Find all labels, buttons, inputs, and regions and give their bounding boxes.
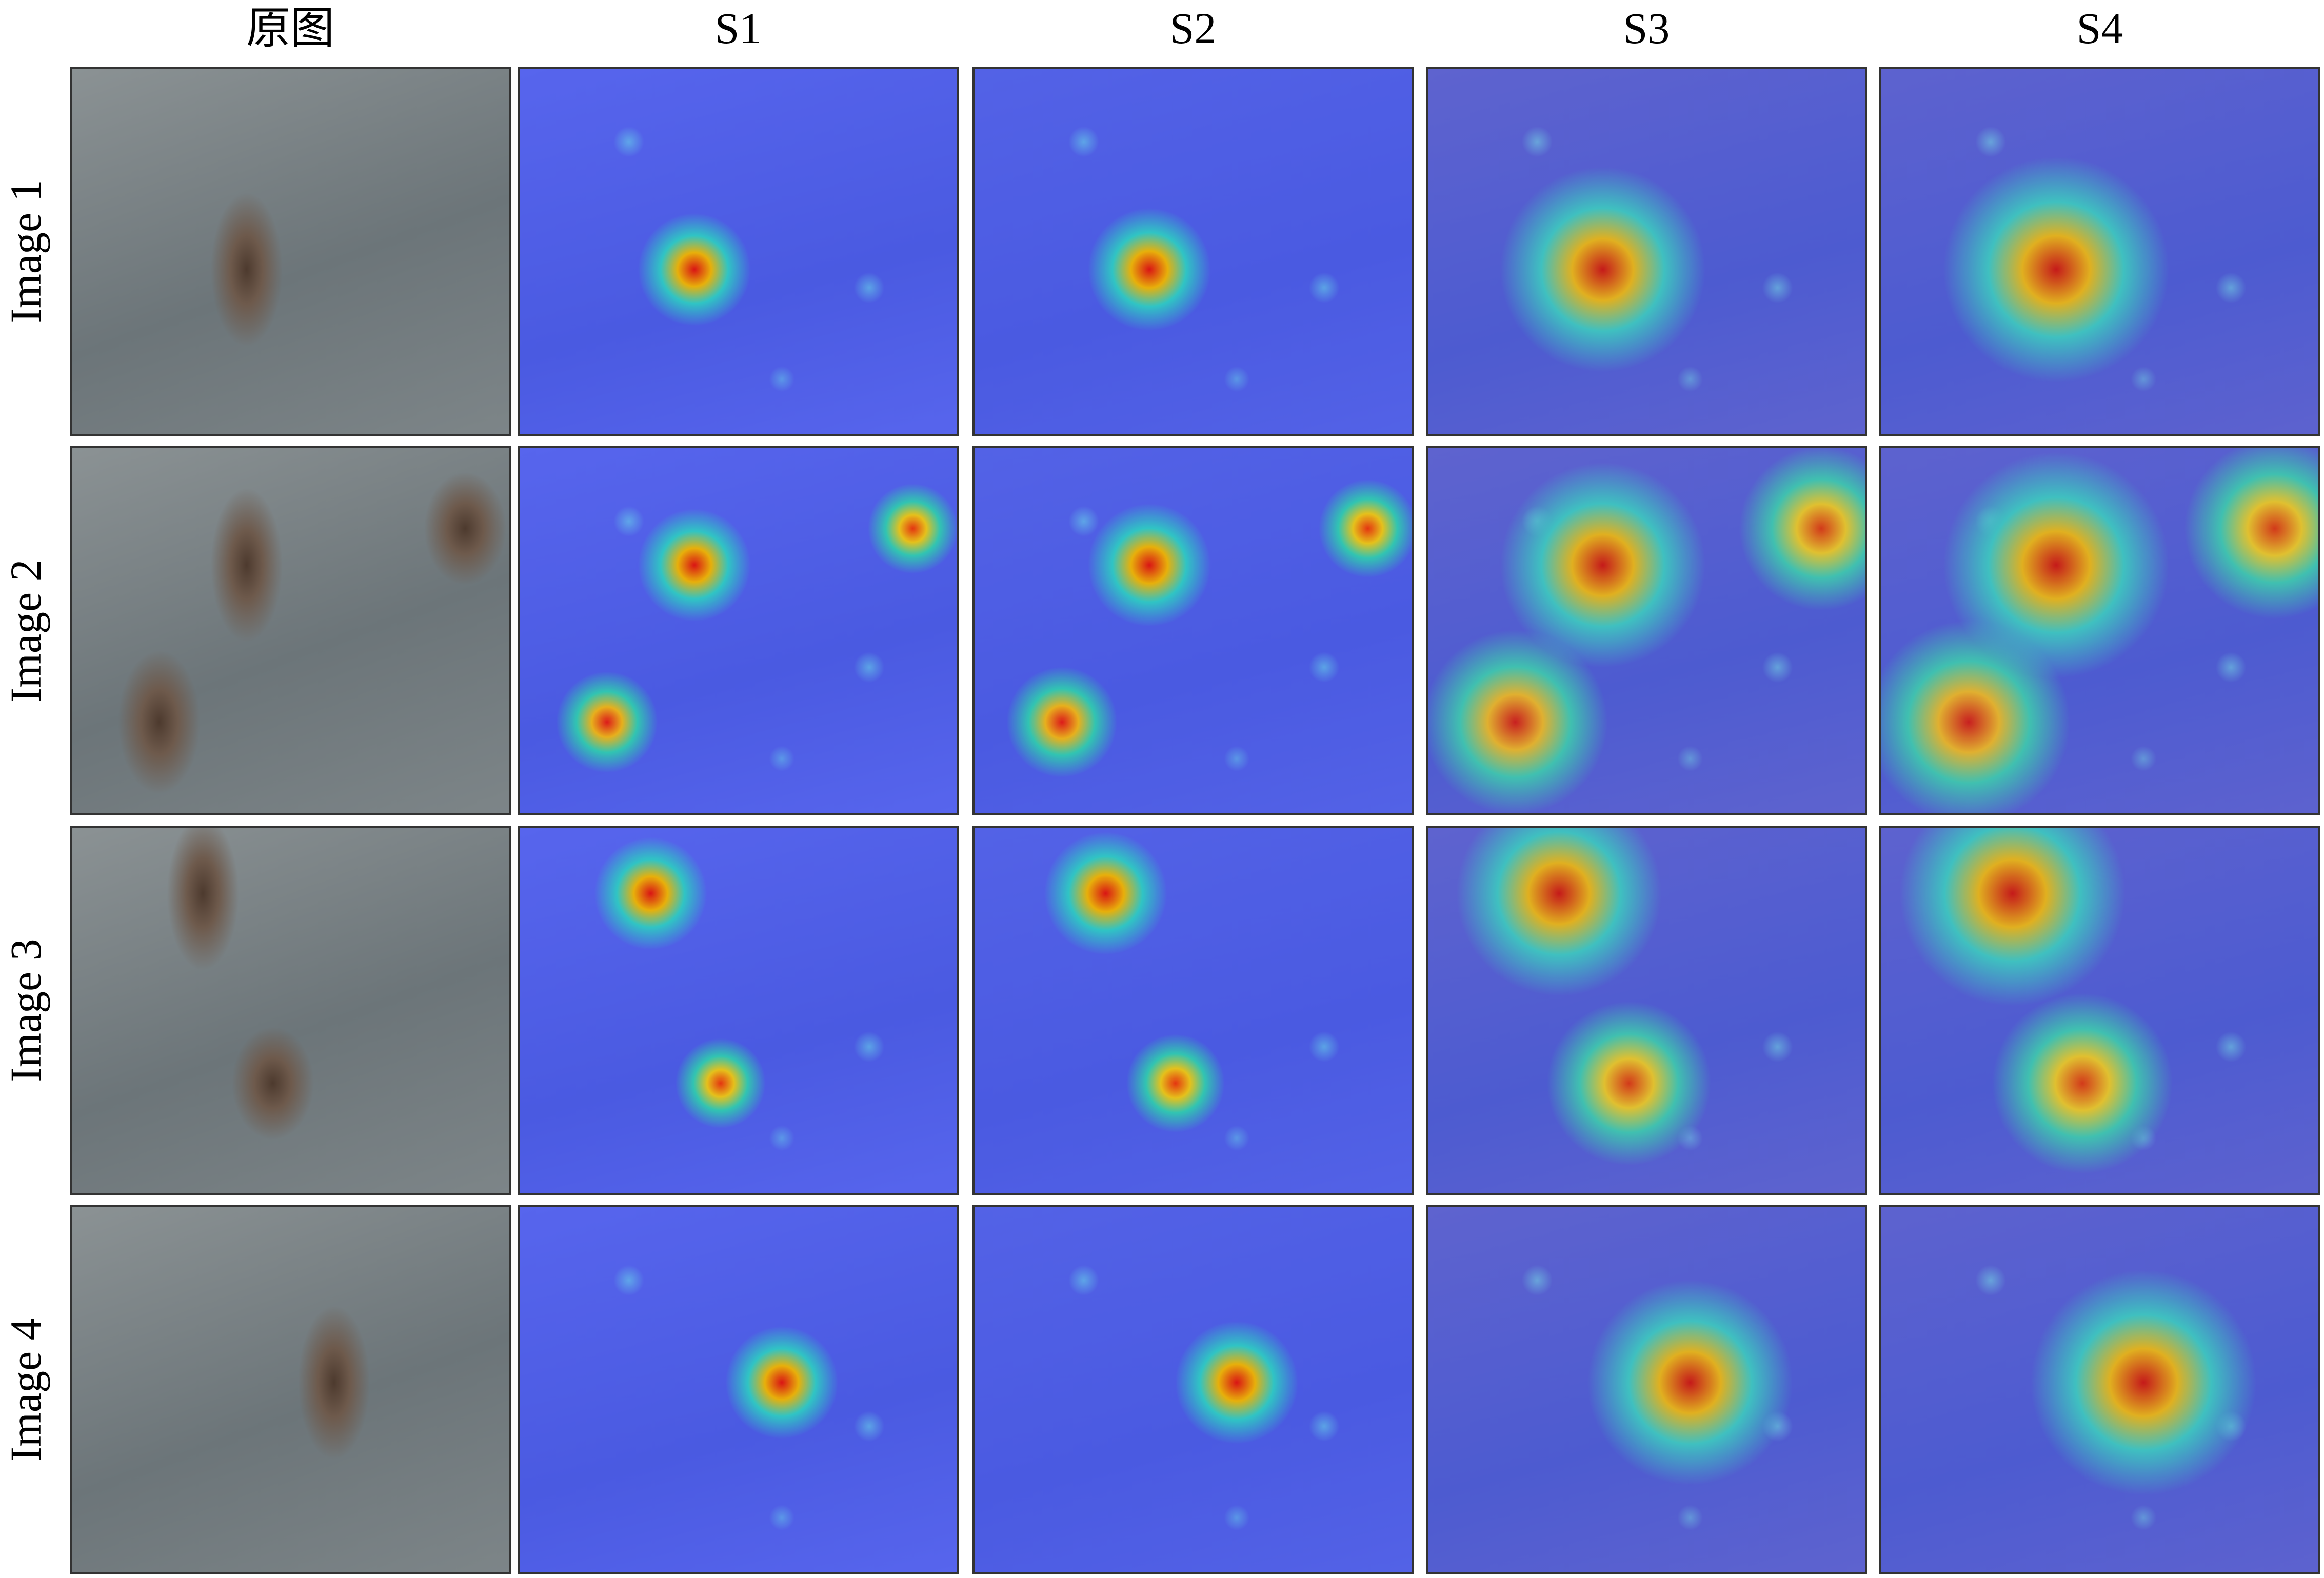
- row-label: Image 2: [1, 559, 50, 703]
- original-image: [70, 67, 511, 436]
- heatmap: [518, 1205, 959, 1574]
- heatmap: [972, 67, 1414, 436]
- heatmap: [1879, 1205, 2320, 1574]
- original-image: [70, 446, 511, 815]
- heatmap: [1426, 826, 1867, 1195]
- heatmap: [972, 826, 1414, 1195]
- column-header: S4: [2076, 4, 2123, 53]
- column-header: S1: [714, 4, 762, 53]
- original-image: [70, 1205, 511, 1574]
- column-header: S2: [1169, 4, 1217, 53]
- row-label: Image 4: [1, 1318, 50, 1462]
- heatmap: [518, 826, 959, 1195]
- heatmap: [972, 446, 1414, 815]
- heatmap: [972, 1205, 1414, 1574]
- heatmap: [1426, 67, 1867, 436]
- heatmap: [1426, 1205, 1867, 1574]
- column-header: 原图: [246, 4, 334, 53]
- heatmap: [1879, 446, 2320, 815]
- heatmap: [518, 446, 959, 815]
- row-label: Image 1: [1, 179, 50, 323]
- heatmap: [1426, 446, 1867, 815]
- heatmap: [518, 67, 959, 436]
- row-label: Image 3: [1, 938, 50, 1082]
- heatmap: [1879, 826, 2320, 1195]
- column-header: S3: [1623, 4, 1670, 53]
- heatmap: [1879, 67, 2320, 436]
- original-image: [70, 826, 511, 1195]
